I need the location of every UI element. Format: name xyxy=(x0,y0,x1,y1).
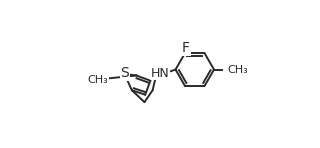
Text: HN: HN xyxy=(151,67,170,80)
Text: CH₃: CH₃ xyxy=(227,65,248,75)
Text: S: S xyxy=(120,66,129,80)
Text: CH₃: CH₃ xyxy=(87,75,108,85)
Text: F: F xyxy=(182,41,190,56)
